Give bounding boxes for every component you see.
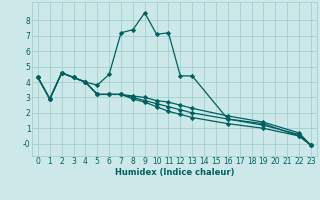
X-axis label: Humidex (Indice chaleur): Humidex (Indice chaleur) <box>115 168 234 177</box>
